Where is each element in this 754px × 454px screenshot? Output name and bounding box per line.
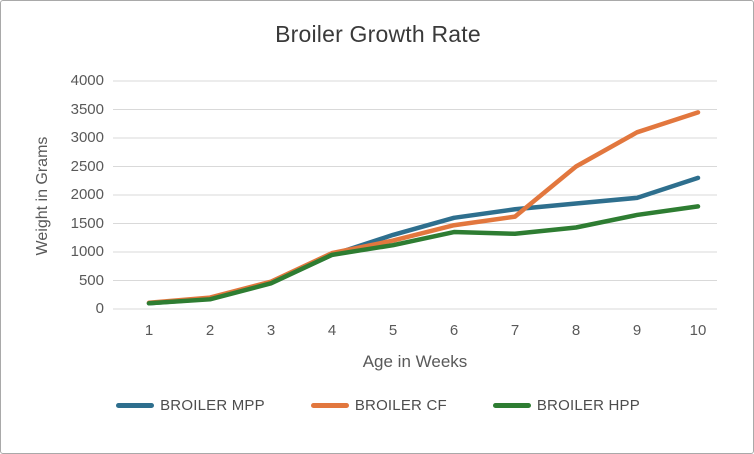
legend-label: BROILER CF	[354, 397, 447, 414]
x-tick-label: 8	[571, 322, 581, 339]
series-line-broiler-cf	[146, 110, 701, 305]
x-tick-label: 6	[449, 322, 459, 339]
x-tick-label: 2	[205, 322, 215, 339]
y-tick-label: 500	[78, 271, 104, 289]
y-tick-label: 3000	[70, 129, 104, 146]
x-tick-label: 10	[689, 322, 707, 339]
legend-swatch-icon	[116, 403, 155, 408]
y-tick-label: 1500	[70, 214, 104, 232]
x-tick-label: 1	[144, 322, 154, 339]
x-axis-title: Age in Weeks	[362, 352, 468, 371]
legend-label: BROILER HPP	[536, 397, 640, 414]
chart-title: Broiler Growth Rate	[275, 21, 481, 47]
legend: BROILER MPP BROILER CF BROILER HPP	[1, 397, 753, 414]
legend-label: BROILER MPP	[160, 397, 265, 414]
x-tick-label: 9	[632, 322, 642, 339]
y-tick-label: 2500	[70, 157, 104, 175]
x-tick-label: 4	[327, 322, 337, 339]
series-line-broiler-hpp	[146, 204, 701, 306]
y-tick-label: 4000	[70, 72, 104, 89]
legend-item-broiler-mpp: BROILER MPP	[116, 397, 265, 414]
legend-swatch-icon	[310, 403, 349, 408]
legend-item-broiler-hpp: BROILER HPP	[492, 397, 640, 414]
y-tick-label: 0	[95, 300, 104, 317]
x-tick-label: 3	[266, 322, 276, 339]
x-tick-label: 5	[388, 322, 398, 339]
y-tick-label: 2000	[70, 186, 104, 203]
y-tick-label: 1000	[70, 243, 104, 260]
legend-item-broiler-cf: BROILER CF	[310, 397, 447, 414]
y-tick-label: 3500	[70, 100, 104, 118]
y-axis-title: Weight in Grams	[34, 136, 51, 256]
legend-swatch-icon	[492, 403, 531, 408]
x-tick-label: 7	[510, 322, 520, 339]
